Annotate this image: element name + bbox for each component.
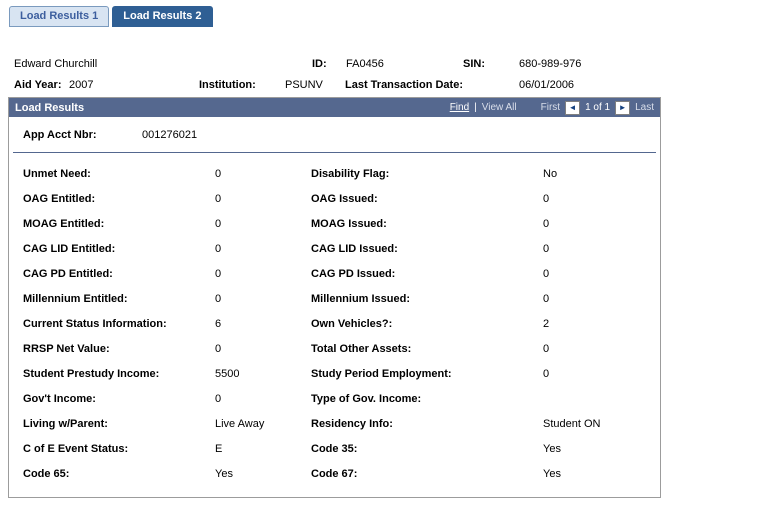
next-arrow-icon: ► [618,102,627,112]
load-results-groupbox: Load Results Find | View All First ◄ 1 o… [8,97,661,498]
institution-label: Institution: [199,79,256,91]
sin-value: 680-989-976 [519,58,582,70]
field-value: 0 [543,292,550,305]
previous-page-button[interactable]: ◄ [565,100,581,115]
field-label: OAG Issued: [311,192,378,205]
field-label: Millennium Issued: [311,292,411,305]
field-label: Unmet Need: [23,167,91,180]
field-value: 0 [215,392,222,405]
find-link[interactable]: Find [449,102,470,113]
field-label: Millennium Entitled: [23,292,128,305]
field-value: E [215,442,223,455]
tab-bar: Load Results 1 Load Results 2 [9,6,213,27]
field-label: Student Prestudy Income: [23,367,160,380]
field-value: 0 [215,217,222,230]
field-label: Total Other Assets: [311,342,412,355]
field-label: Own Vehicles?: [311,317,393,330]
sin-label: SIN: [463,58,485,70]
field-label: Code 67: [311,467,358,480]
field-label: C of E Event Status: [23,442,129,455]
field-label: Code 35: [311,442,358,455]
field-label: MOAG Issued: [311,217,387,230]
field-value: Yes [543,467,561,480]
field-value: Student ON [543,417,601,430]
nav-separator: | [474,102,477,113]
field-label: CAG PD Issued: [311,267,396,280]
field-value: 0 [215,292,222,305]
tab-load-results-1[interactable]: Load Results 1 [9,6,110,27]
view-all-link[interactable]: View All [481,102,517,113]
groupbox-content: App Acct Nbr: 001276021 Unmet Need: 0 Disa… [9,117,660,486]
field-row: OAG Entitled: 0 OAG Issued: 0 [9,186,660,211]
divider [13,152,656,153]
field-row: C of E Event Status: E Code 35: Yes [9,436,660,461]
groupbox-header-bar: Load Results Find | View All First ◄ 1 o… [9,98,660,117]
fields-grid: Unmet Need: 0 Disability Flag: No OAG Entitl… [9,161,660,486]
field-value: 5500 [215,367,240,380]
field-value: 0 [543,217,550,230]
field-value: 6 [215,317,222,330]
field-value: 0 [215,167,222,180]
last-transaction-date-value: 06/01/2006 [519,79,575,91]
field-row: Gov't Income: 0 Type of Gov. Income: [9,386,660,411]
field-row: Unmet Need: 0 Disability Flag: No [9,161,660,186]
field-label: OAG Entitled: [23,192,96,205]
field-label: MOAG Entitled: [23,217,105,230]
id-value: FA0456 [346,58,384,70]
field-value: 0 [215,267,222,280]
last-transaction-date-label: Last Transaction Date: [345,79,463,91]
field-label: CAG LID Entitled: [23,242,116,255]
person-name: Edward Churchill [14,58,98,70]
field-row: Student Prestudy Income: 5500 Study Period… [9,361,660,386]
app-acct-row: App Acct Nbr: 001276021 [9,127,660,143]
page-indicator: 1 of 1 [585,102,611,113]
institution-value: PSUNV [285,79,323,91]
field-value: 0 [543,342,550,355]
field-value: 0 [543,267,550,280]
tab-load-results-2[interactable]: Load Results 2 [112,6,213,27]
field-value: 0 [543,242,550,255]
field-label: RRSP Net Value: [23,342,110,355]
field-label: Type of Gov. Income: [311,392,422,405]
field-label: Residency Info: [311,417,393,430]
field-value: 0 [215,192,222,205]
id-label: ID: [312,58,327,70]
app-acct-nbr-value: 001276021 [142,129,198,141]
field-value: No [543,167,558,180]
field-label: Disability Flag: [311,167,390,180]
field-row: RRSP Net Value: 0 Total Other Assets: 0 [9,336,660,361]
previous-arrow-icon: ◄ [568,102,577,112]
next-page-button[interactable]: ► [615,100,631,115]
groupbox-nav: Find | View All First ◄ 1 of 1 ► Last [449,100,654,115]
field-row: Living w/Parent: Live Away Residency Info:… [9,411,660,436]
groupbox-title: Load Results [15,101,85,114]
field-label: Code 65: [23,467,70,480]
field-value: 2 [543,317,550,330]
field-label: Living w/Parent: [23,417,108,430]
field-value: 0 [215,242,222,255]
field-row: Millennium Entitled: 0 Millennium Issued: 0 [9,286,660,311]
field-label: Current Status Information: [23,317,167,330]
field-value: 0 [215,342,222,355]
field-label: CAG PD Entitled: [23,267,113,280]
app-acct-nbr-label: App Acct Nbr: [23,129,97,141]
field-row: Code 65: Yes Code 67: Yes [9,461,660,486]
last-link[interactable]: Last [635,102,654,113]
field-row: CAG PD Entitled: 0 CAG PD Issued: 0 [9,261,660,286]
field-label: Gov't Income: [23,392,96,405]
field-row: MOAG Entitled: 0 MOAG Issued: 0 [9,211,660,236]
field-row: Current Status Information: 6 Own Vehicles… [9,311,660,336]
aid-year-label: Aid Year: [14,79,62,91]
field-row: CAG LID Entitled: 0 CAG LID Issued: 0 [9,236,660,261]
field-value: Yes [543,442,561,455]
field-value: 0 [543,192,550,205]
aid-year-value: 2007 [69,79,94,91]
field-value: 0 [543,367,550,380]
field-value: Live Away [215,417,265,430]
first-link[interactable]: First [540,102,561,113]
field-value: Yes [215,467,233,480]
field-label: CAG LID Issued: [311,242,398,255]
field-label: Study Period Employment: [311,367,452,380]
